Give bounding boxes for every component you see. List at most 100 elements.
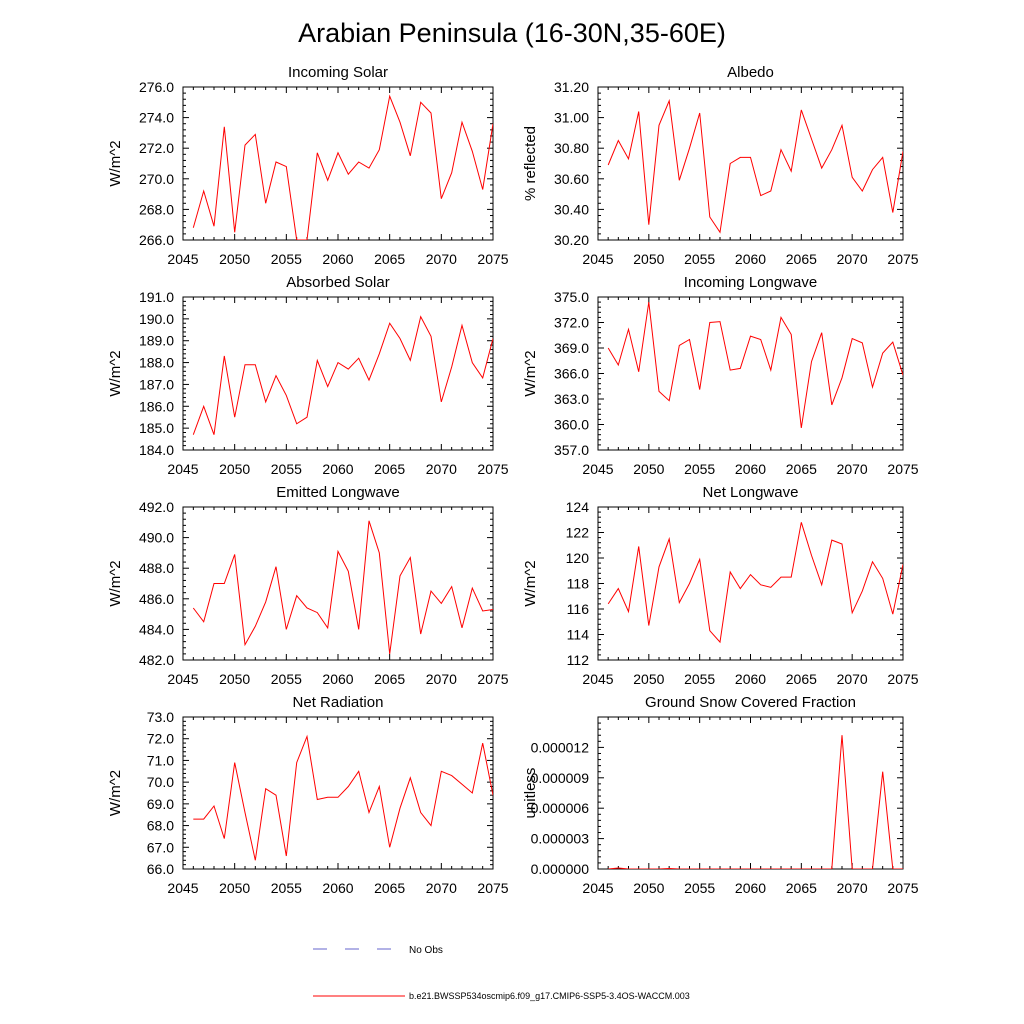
x-tick-label: 2075 [887, 251, 918, 267]
x-tick-label: 2050 [219, 671, 250, 687]
x-tick-label: 2050 [219, 461, 250, 477]
y-tick-label: 482.0 [139, 652, 174, 668]
x-tick-label: 2070 [837, 880, 868, 896]
x-tick-label: 2065 [786, 461, 817, 477]
x-tick-label: 2070 [426, 671, 457, 687]
y-tick-label: 488.0 [139, 560, 174, 576]
y-tick-label: 492.0 [139, 499, 174, 515]
x-tick-label: 2045 [167, 251, 198, 267]
x-tick-label: 2050 [633, 880, 664, 896]
y-tick-label: 118 [567, 576, 590, 592]
y-tick-label: 112 [567, 652, 590, 668]
y-axis-label: W/m^2 [522, 560, 539, 606]
x-tick-label: 2065 [786, 880, 817, 896]
y-tick-label: 276.0 [139, 79, 174, 95]
series-line [607, 522, 903, 644]
panel-title: Net Longwave [703, 484, 799, 501]
y-tick-label: 116 [567, 601, 590, 617]
y-axis-label: unitless [522, 768, 539, 819]
y-tick-label: 372.0 [554, 315, 589, 331]
y-tick-label: 72.0 [147, 731, 174, 747]
series-line [607, 98, 903, 234]
plot-frame [182, 716, 494, 870]
panel-net-radiation: Net Radiation W/m^2 2045 2050 2055 2060 2065 20… [107, 694, 509, 896]
y-tick-label: 369.0 [554, 340, 589, 356]
plot-frame [597, 296, 904, 451]
y-tick-label: 366.0 [554, 366, 589, 382]
x-tick-label: 2055 [684, 251, 715, 267]
x-tick-label: 2070 [426, 461, 457, 477]
plot-frame [182, 506, 494, 661]
x-tick-label: 2045 [582, 461, 613, 477]
x-tick-label: 2060 [735, 671, 766, 687]
y-tick-label: 188.0 [139, 355, 174, 371]
y-tick-label: 124 [566, 499, 590, 515]
x-tick-label: 2055 [684, 880, 715, 896]
y-tick-label: 0.000003 [531, 831, 590, 847]
x-tick-label: 2050 [633, 671, 664, 687]
series-line [192, 520, 493, 654]
y-tick-label: 30.40 [554, 201, 589, 217]
panel-title: Albedo [727, 64, 774, 81]
x-tick-label: 2060 [322, 880, 353, 896]
panel-absorbed-solar: Absorbed Solar W/m^2 2045 2050 2055 2060 2065 2… [107, 274, 509, 477]
panel-title: Incoming Longwave [684, 274, 817, 291]
y-axis-label: W/m^2 [522, 350, 539, 396]
y-tick-label: 114 [567, 627, 590, 643]
panels: Incoming Solar W/m^2 2045 2050 2055 2060 2065 2… [107, 64, 919, 896]
y-tick-label: 31.00 [554, 110, 589, 126]
panel-title: Emitted Longwave [276, 484, 399, 501]
series-line [608, 735, 903, 869]
y-tick-label: 190.0 [139, 311, 174, 327]
y-tick-label: 357.0 [554, 442, 589, 458]
x-tick-label: 2060 [735, 880, 766, 896]
x-tick-label: 2045 [582, 251, 613, 267]
y-tick-label: 490.0 [139, 530, 174, 546]
plot-frame [182, 86, 494, 241]
y-tick-label: 360.0 [554, 417, 589, 433]
x-tick-label: 2060 [322, 251, 353, 267]
y-tick-label: 375.0 [554, 289, 589, 305]
x-tick-label: 2055 [684, 461, 715, 477]
x-tick-label: 2055 [271, 671, 302, 687]
x-tick-label: 2045 [582, 671, 613, 687]
y-tick-label: 268.0 [139, 201, 174, 217]
panel-title: Incoming Solar [288, 64, 388, 81]
x-tick-label: 2070 [837, 251, 868, 267]
x-tick-label: 2045 [167, 880, 198, 896]
x-tick-label: 2065 [374, 671, 405, 687]
y-axis-label: % reflected [522, 126, 539, 201]
panel-ground-snow-covered-fraction: Ground Snow Covered Fraction unitless 2045… [522, 694, 919, 896]
y-tick-label: 68.0 [147, 818, 174, 834]
figure-title: Arabian Peninsula (16-30N,35-60E) [298, 18, 726, 48]
y-tick-label: 66.0 [147, 861, 174, 877]
y-tick-label: 0.000006 [531, 800, 590, 816]
panel-incoming-solar: Incoming Solar W/m^2 2045 2050 2055 2060 2065 2… [107, 64, 509, 267]
x-tick-label: 2055 [271, 251, 302, 267]
y-tick-label: 191.0 [139, 289, 174, 305]
y-tick-label: 486.0 [139, 591, 174, 607]
y-tick-label: 30.20 [554, 232, 589, 248]
x-tick-label: 2075 [887, 880, 918, 896]
panel-incoming-longwave: Incoming Longwave W/m^2 2045 2050 2055 2060 20… [522, 274, 919, 477]
y-tick-label: 185.0 [139, 420, 174, 436]
x-tick-label: 2060 [735, 461, 766, 477]
y-tick-label: 30.60 [554, 171, 589, 187]
y-tick-label: 31.20 [554, 79, 589, 95]
x-tick-label: 2065 [374, 461, 405, 477]
legend-no-obs-label: No Obs [409, 945, 443, 956]
panel-net-longwave: Net Longwave W/m^2 2045 2050 2055 2060 2065 207… [522, 484, 919, 687]
y-tick-label: 67.0 [147, 839, 174, 855]
y-tick-label: 266.0 [139, 232, 174, 248]
panel-title: Net Radiation [293, 694, 384, 711]
panel-emitted-longwave: Emitted Longwave W/m^2 2045 2050 2055 2060 206… [107, 484, 509, 687]
x-tick-label: 2055 [271, 880, 302, 896]
x-tick-label: 2050 [219, 251, 250, 267]
x-tick-label: 2065 [374, 880, 405, 896]
y-tick-label: 184.0 [139, 442, 174, 458]
y-axis-label: W/m^2 [107, 770, 124, 816]
x-tick-label: 2060 [322, 461, 353, 477]
panel-albedo: Albedo % reflected 2045 2050 2055 2060 2065 207… [522, 64, 919, 267]
x-tick-label: 2060 [322, 671, 353, 687]
